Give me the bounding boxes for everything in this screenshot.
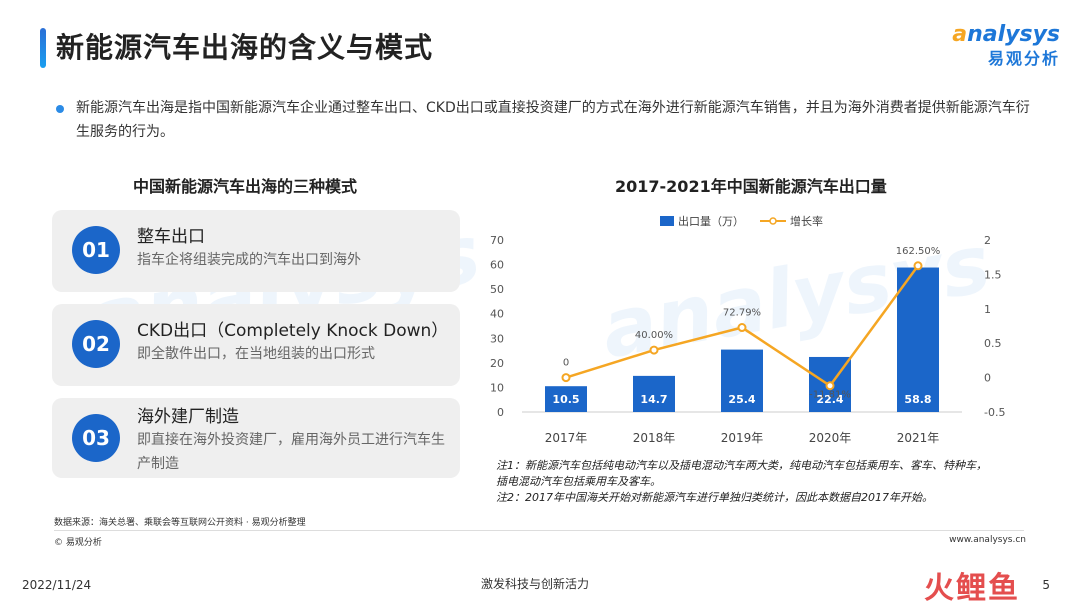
corner-watermark: 火鲤鱼 — [924, 571, 1020, 606]
bar-value-label: 10.5 — [552, 393, 579, 406]
y-left-tick-label: 50 — [490, 283, 504, 296]
growth-point — [825, 381, 835, 391]
growth-value-label: 0 — [563, 358, 569, 369]
mode-desc: 即直接在海外投资建厂，雇用海外员工进行汽车生产制造 — [137, 432, 445, 472]
y-right-tick-label: 2 — [984, 234, 991, 247]
legend-line-label: 增长率 — [790, 214, 823, 228]
x-tick-label: 2020年 — [809, 431, 852, 445]
y-right-tick-label: 0.5 — [984, 337, 1002, 350]
y-left-tick-label: 20 — [490, 357, 504, 370]
x-tick-label: 2018年 — [633, 431, 676, 445]
y-right-tick-label: 1.5 — [984, 268, 1002, 281]
legend-bar-swatch — [660, 216, 674, 226]
y-left-tick-label: 10 — [490, 381, 504, 394]
title-accent-bar — [40, 28, 46, 68]
mode-name: CKD出口（Completely Knock Down） — [137, 321, 449, 341]
note-1: 注1：新能源汽车包括纯电动汽车以及插电混动汽车两大类，纯电动汽车包括乘用车、客车… — [496, 459, 987, 488]
growth-point — [737, 323, 747, 333]
y-right-tick-label: 0 — [984, 372, 991, 385]
note-2: 注2：2017年中国海关开始对新能源汽车进行单独归类统计，因此本数据自2017年… — [496, 491, 933, 504]
chart-title: 2017-2021年中国新能源汽车出口量 — [615, 177, 887, 196]
website-link[interactable]: www.analysys.cn — [949, 535, 1026, 545]
chart-svg: 0 10 20 30 40 50 60 70 -0.5 0 0.5 1 1.5 2 10.5 14.7 25.4… — [490, 214, 1005, 445]
x-tick-label: 2021年 — [897, 431, 940, 445]
bar-value-label: 14.7 — [640, 393, 667, 406]
bar — [633, 375, 675, 412]
growth-value-label: -11.81% — [809, 390, 851, 401]
mode-name: 整车出口 — [137, 227, 205, 247]
y-left-tick-label: 60 — [490, 259, 504, 272]
mode-number-badge: 03 — [72, 414, 120, 462]
bar — [545, 386, 587, 412]
mode-desc: 指车企将组装完成的汽车出口到海外 — [137, 252, 361, 268]
footer-divider — [54, 530, 1024, 531]
export-chart: 0 10 20 30 40 50 60 70 -0.5 0 0.5 1 1.5 2 10.5 14.7 25.4… — [482, 205, 1012, 455]
mode-card-1: 01 整车出口 指车企将组装完成的汽车出口到海外 — [52, 210, 460, 292]
y-left-tick-label: 70 — [490, 234, 504, 247]
page-title: 新能源汽车出海的含义与模式 — [56, 31, 434, 64]
y-left-tick-label: 0 — [497, 406, 504, 419]
growth-point — [649, 345, 659, 355]
modes-title: 中国新能源汽车出海的三种模式 — [133, 177, 358, 196]
intro-text: 新能源汽车出海是指中国新能源汽车企业通过整车出口、CKD出口或直接投资建厂的方式… — [76, 100, 1030, 140]
bullet-dot — [56, 105, 64, 113]
growth-point — [561, 373, 571, 383]
page-number: 5 — [1042, 578, 1050, 592]
bar — [721, 349, 763, 412]
data-source: 数据来源：海关总署、乘联会等互联网公开资料 · 易观分析整理 — [54, 518, 306, 528]
x-tick-label: 2017年 — [545, 431, 588, 445]
date: 2022/11/24 — [22, 578, 92, 592]
growth-value-label: 40.00% — [635, 330, 673, 341]
legend-bar-label: 出口量（万） — [678, 214, 744, 228]
mode-card-3: 03 海外建厂制造 即直接在海外投资建厂，雇用海外员工进行汽车生产制造 — [52, 398, 460, 478]
y-left-tick-label: 30 — [490, 332, 504, 345]
mode-number-badge: 01 — [72, 226, 120, 274]
slogan: 激发科技与创新活力 — [481, 577, 590, 591]
copyright: © 易观分析 — [54, 538, 102, 548]
y-right-tick-label: -0.5 — [984, 406, 1005, 419]
x-tick-label: 2019年 — [721, 431, 764, 445]
analysys-logo: analysys 易观分析 — [952, 22, 1060, 69]
y-left-tick-label: 40 — [490, 308, 504, 321]
bar-value-label: 58.8 — [904, 393, 931, 406]
logo-cn: 易观分析 — [987, 49, 1060, 68]
bar — [897, 267, 939, 412]
growth-value-label: 72.79% — [723, 308, 761, 319]
mode-desc: 即全散件出口，在当地组装的出口形式 — [137, 346, 375, 362]
y-right-tick-label: 1 — [984, 303, 991, 316]
legend-line-marker — [769, 217, 777, 225]
bar-value-label: 25.4 — [728, 393, 755, 406]
growth-value-label: 162.50% — [896, 246, 941, 257]
mode-number-badge: 02 — [72, 320, 120, 368]
logo-brand: analysys — [952, 22, 1060, 47]
mode-name: 海外建厂制造 — [137, 407, 239, 427]
growth-point — [913, 261, 923, 271]
bar-value-label: 22.4 — [816, 393, 843, 406]
mode-card-2: 02 CKD出口（Completely Knock Down） 即全散件出口，在… — [52, 304, 460, 386]
